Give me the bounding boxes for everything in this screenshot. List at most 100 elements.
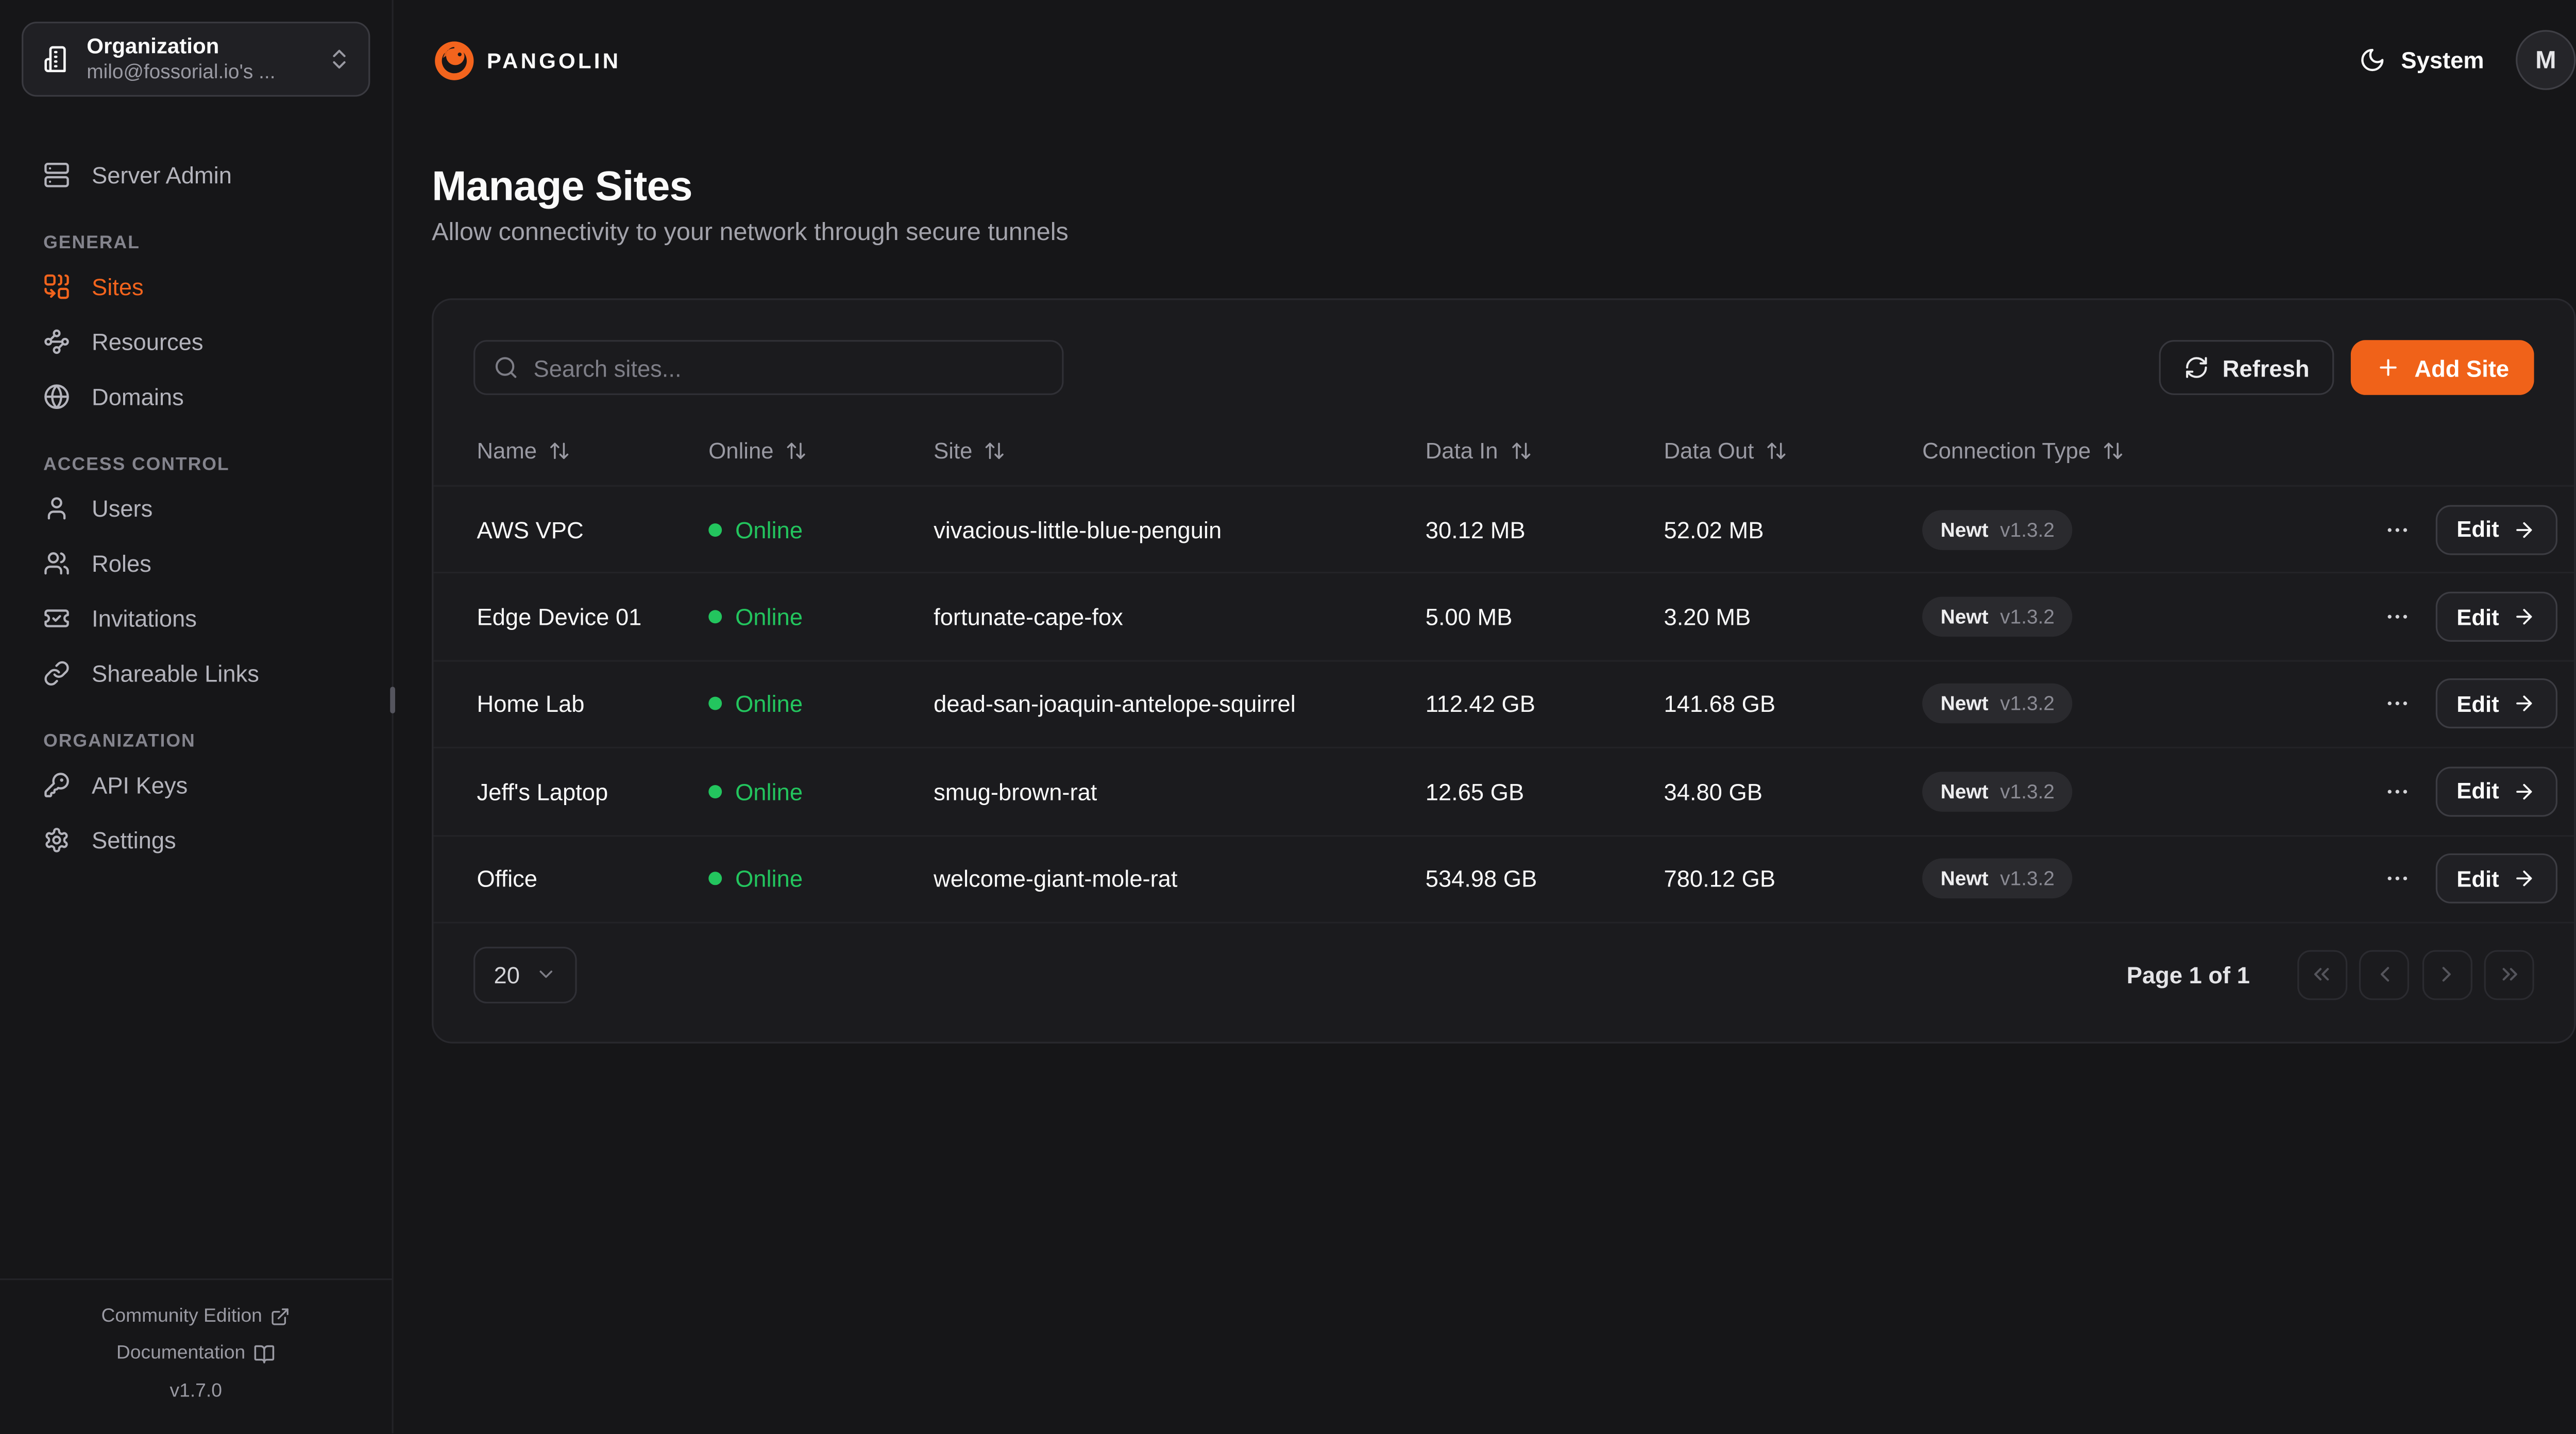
row-menu-button[interactable] — [2383, 778, 2410, 805]
status-label: Online — [735, 603, 803, 630]
connection-version: v1.3.2 — [2000, 779, 2055, 804]
sort-icon — [984, 440, 1006, 462]
table-row: Edge Device 01 Online fortunate-cape-fox… — [433, 574, 2574, 661]
row-menu-button[interactable] — [2383, 516, 2410, 543]
moon-icon — [2360, 47, 2386, 74]
sidebar-item-users[interactable]: Users — [23, 480, 368, 535]
site-id-cell: vivacious-little-blue-penguin — [934, 516, 1222, 543]
column-label: Data Out — [1664, 438, 1754, 464]
sidebar-item-roles[interactable]: Roles — [23, 535, 368, 590]
online-dot — [708, 523, 722, 536]
page-content: Manage Sites Allow connectivity to your … — [394, 120, 2576, 1044]
theme-toggle[interactable]: System — [2360, 47, 2484, 74]
chevron-down-icon — [535, 964, 556, 986]
data-out-cell: 52.02 MB — [1664, 516, 1764, 543]
edit-button[interactable]: Edit — [2435, 504, 2557, 555]
edit-label: Edit — [2456, 517, 2499, 542]
sidebar-item-server-admin[interactable]: Server Admin — [23, 147, 368, 202]
column-header-online[interactable]: Online — [708, 438, 934, 464]
add-site-button[interactable]: Add Site — [2351, 340, 2534, 395]
search-icon — [494, 355, 519, 380]
sort-icon — [1510, 440, 1531, 462]
site-id-cell: dead-san-joaquin-antelope-squirrel — [934, 691, 1296, 718]
sidebar-item-invitations[interactable]: Invitations — [23, 590, 368, 645]
sidebar-item-sites[interactable]: Sites — [23, 259, 368, 314]
connection-version: v1.3.2 — [2000, 518, 2055, 541]
table-row: Home Lab Online dead-san-joaquin-antelop… — [433, 661, 2574, 749]
key-icon — [43, 771, 70, 798]
row-menu-button[interactable] — [2383, 604, 2410, 630]
sort-icon — [785, 440, 807, 462]
row-actions: Edit — [2189, 592, 2574, 642]
edit-label: Edit — [2456, 779, 2499, 804]
community-edition-link[interactable]: Community Edition — [16, 1298, 375, 1336]
site-name-cell: Edge Device 01 — [477, 603, 642, 630]
row-menu-button[interactable] — [2383, 691, 2410, 718]
sidebar: Organization milo@fossorial.io's ... Ser… — [0, 0, 395, 1434]
site-id-cell: smug-brown-rat — [934, 778, 1097, 805]
edit-button[interactable]: Edit — [2435, 679, 2557, 729]
connection-type-cell: Newt v1.3.2 — [1922, 859, 2189, 899]
edit-button[interactable]: Edit — [2435, 766, 2557, 817]
online-dot — [708, 697, 722, 711]
brand-name: PANGOLIN — [486, 47, 621, 73]
avatar[interactable]: M — [2516, 30, 2576, 90]
connection-type-cell: Newt v1.3.2 — [1922, 684, 2189, 724]
online-dot — [708, 872, 722, 886]
edit-label: Edit — [2456, 866, 2499, 892]
connection-name: Newt — [1940, 692, 1989, 716]
server-icon — [43, 161, 70, 187]
refresh-icon — [2184, 355, 2209, 380]
sidebar-item-domains[interactable]: Domains — [23, 368, 368, 423]
connection-name: Newt — [1940, 867, 1989, 891]
sidebar-item-resources[interactable]: Resources — [23, 313, 368, 368]
row-actions: Edit — [2189, 504, 2574, 555]
site-name-cell: Office — [477, 865, 537, 893]
refresh-button[interactable]: Refresh — [2159, 340, 2335, 395]
page-size-select[interactable]: 20 — [473, 946, 577, 1003]
plus-icon — [2376, 355, 2401, 380]
column-header-site[interactable]: Site — [934, 438, 1426, 464]
status-cell: Online — [708, 604, 934, 630]
search-input[interactable] — [533, 354, 1044, 381]
row-menu-button[interactable] — [2383, 865, 2410, 892]
link-icon — [43, 659, 70, 686]
sidebar-item-label: Sites — [91, 272, 144, 299]
status-cell: Online — [708, 865, 934, 892]
toolbar-actions: Refresh Add Site — [2159, 340, 2534, 395]
sidebar-nav: Server Admin GENERAL Sites Resources Do — [0, 118, 392, 867]
user-icon — [43, 494, 70, 521]
arrow-right-icon — [2513, 867, 2536, 891]
edit-button[interactable]: Edit — [2435, 853, 2557, 904]
column-header-name[interactable]: Name — [433, 438, 708, 464]
globe-icon — [43, 383, 70, 409]
next-page-button[interactable] — [2421, 950, 2472, 1000]
data-in-cell: 30.12 MB — [1425, 516, 1526, 543]
sidebar-item-settings[interactable]: Settings — [23, 812, 368, 867]
column-label: Data In — [1425, 438, 1498, 464]
column-header-data-in[interactable]: Data In — [1426, 438, 1664, 464]
waypoints-icon — [43, 328, 70, 354]
last-page-button[interactable] — [2484, 950, 2534, 1000]
organization-selector[interactable]: Organization milo@fossorial.io's ... — [22, 22, 370, 97]
first-page-button[interactable] — [2296, 950, 2347, 1000]
pangolin-logo-icon — [432, 38, 477, 82]
data-out-cell: 34.80 GB — [1664, 778, 1762, 805]
online-dot — [708, 610, 722, 624]
sidebar-item-shareable-links[interactable]: Shareable Links — [23, 645, 368, 700]
status-cell: Online — [708, 778, 934, 805]
sort-icon — [2103, 440, 2124, 462]
documentation-link[interactable]: Documentation — [16, 1336, 375, 1373]
column-label: Connection Type — [1922, 438, 2091, 464]
column-header-data-out[interactable]: Data Out — [1664, 438, 1922, 464]
edit-button[interactable]: Edit — [2435, 592, 2557, 642]
column-header-connection-type[interactable]: Connection Type — [1922, 438, 2189, 464]
prev-page-button[interactable] — [2359, 950, 2409, 1000]
connection-name: Newt — [1940, 779, 1989, 804]
sidebar-footer: Community Edition Documentation v1.7.0 — [0, 1278, 392, 1434]
sidebar-item-api-keys[interactable]: API Keys — [23, 757, 368, 812]
sidebar-item-label: Roles — [91, 549, 151, 576]
sidebar-item-label: Server Admin — [91, 161, 232, 188]
sidebar-resize-handle[interactable] — [390, 687, 395, 713]
